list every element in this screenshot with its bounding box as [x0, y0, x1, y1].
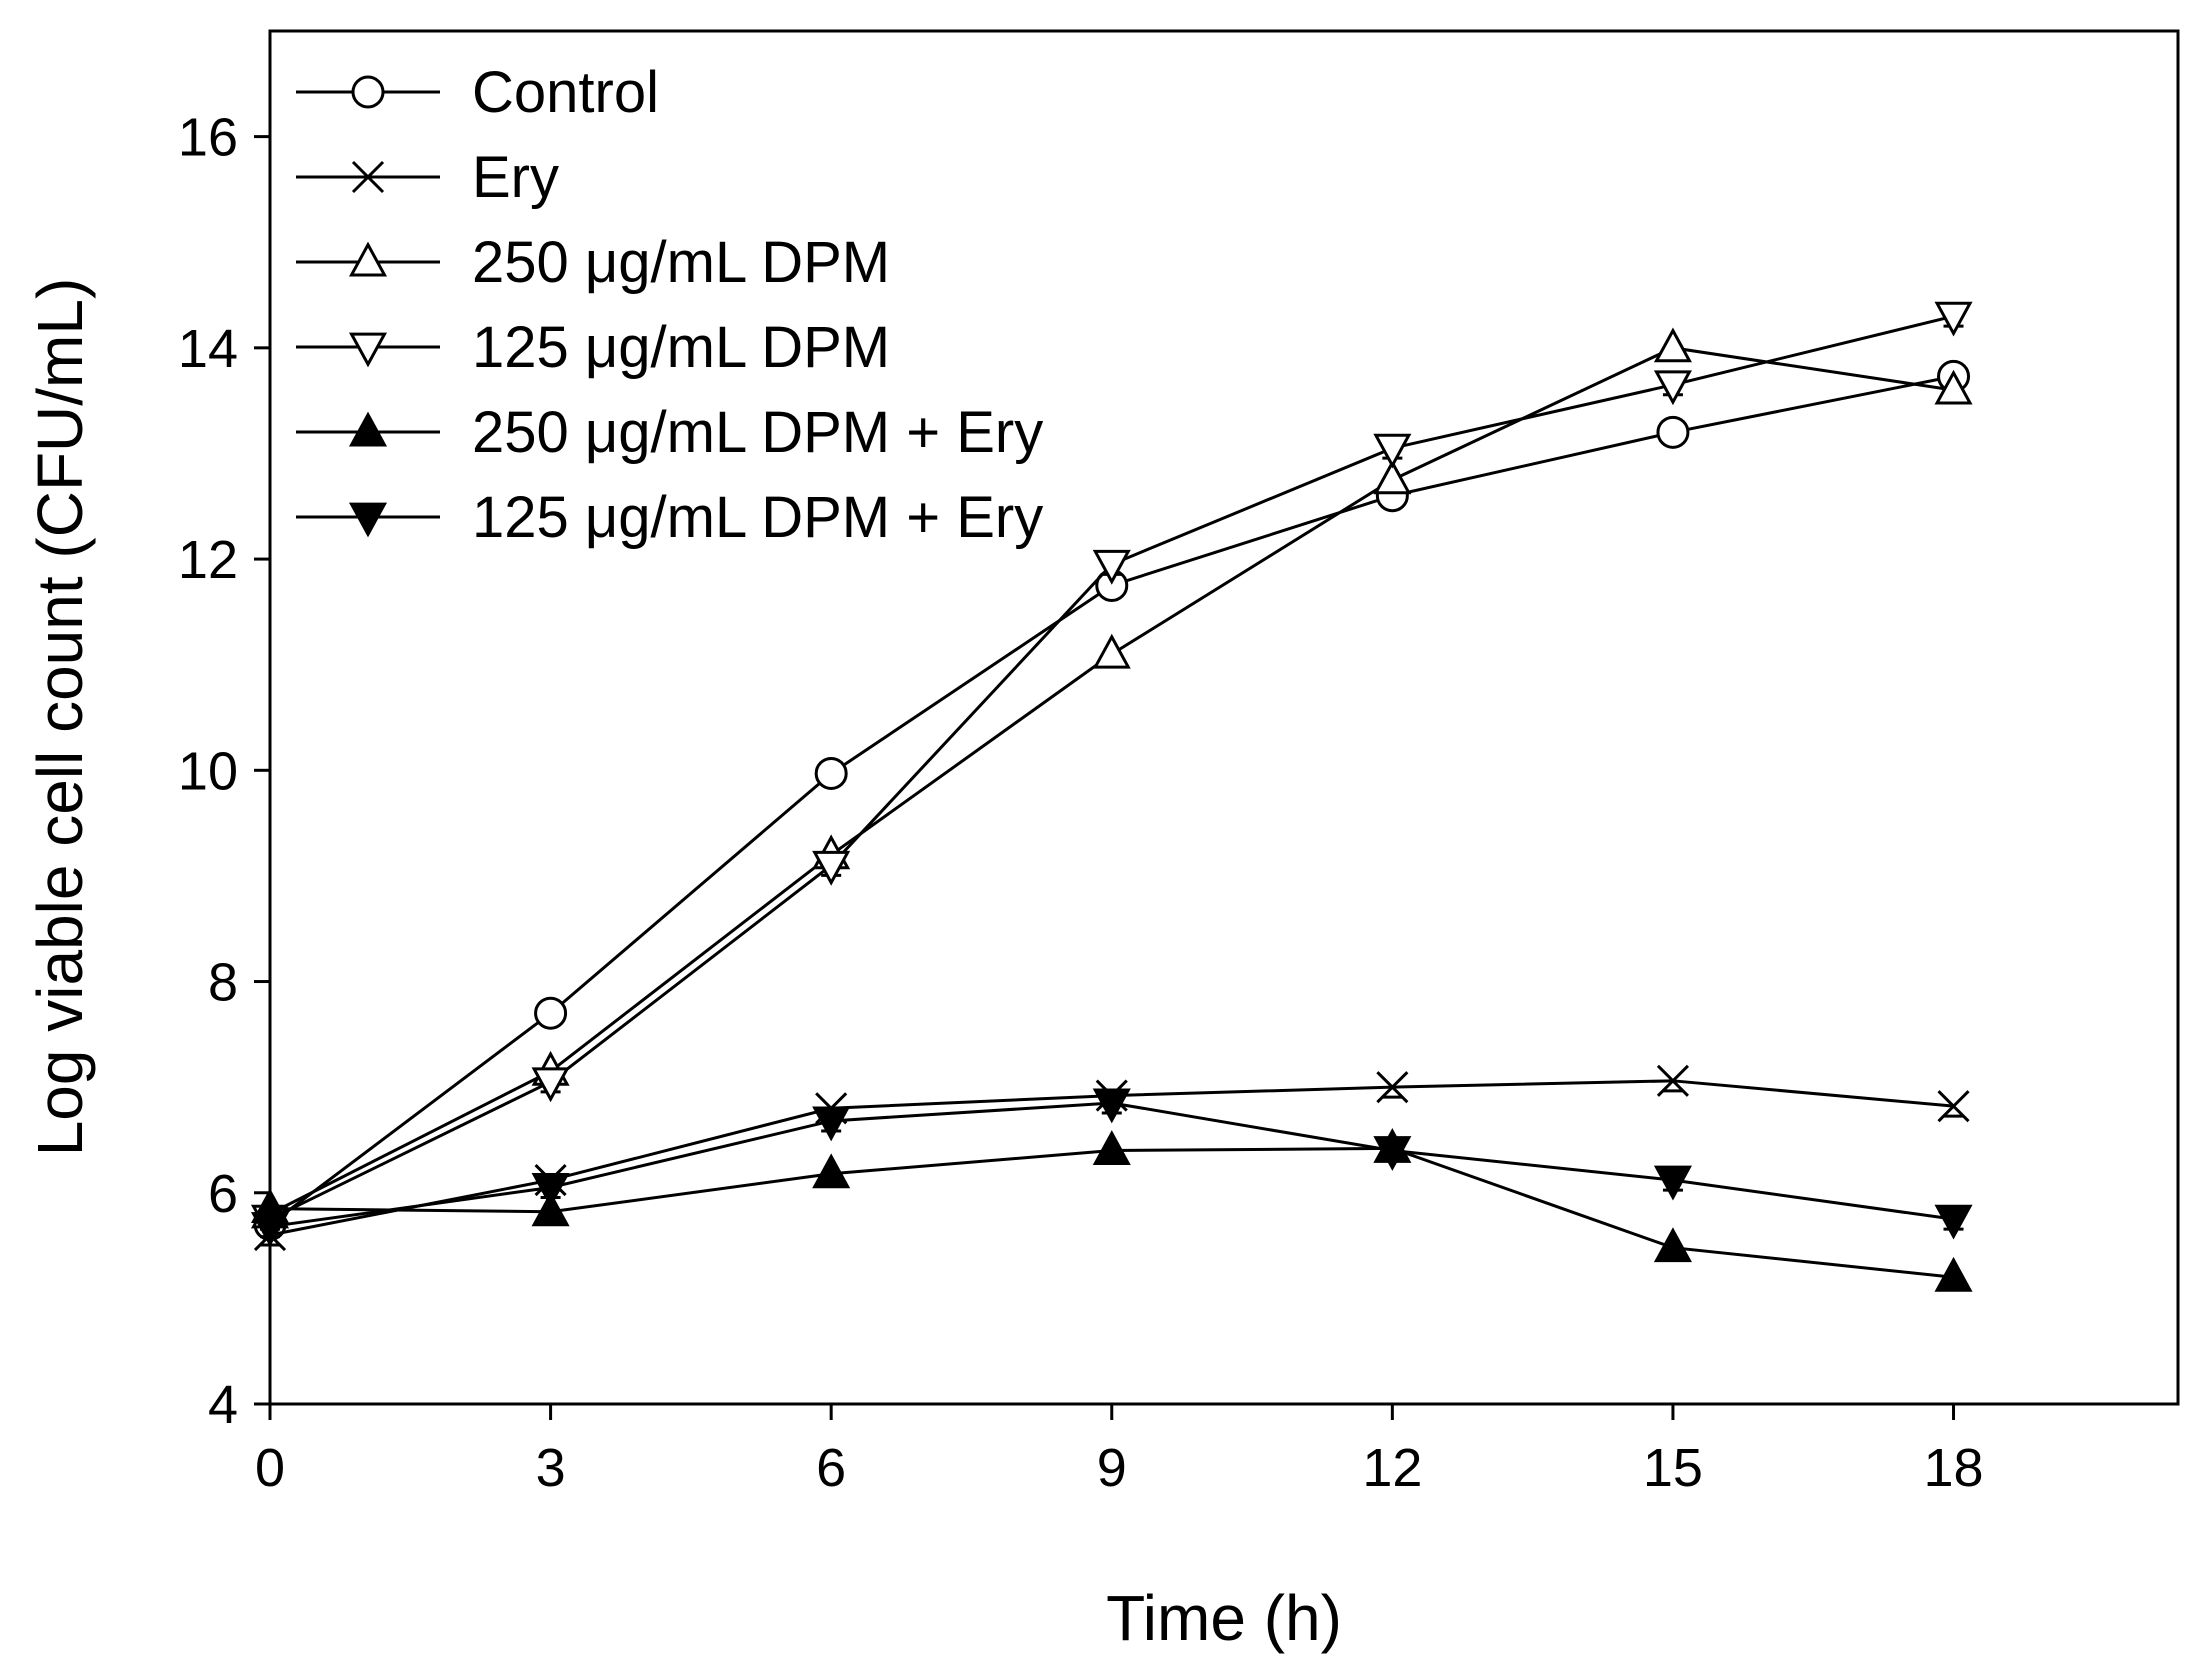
point-4-5: [1653, 1227, 1692, 1263]
legend-label-0: Control: [472, 60, 659, 125]
point-2-6: [1934, 369, 1973, 405]
point-2-5: [1653, 327, 1692, 363]
legend-marker-1: [351, 160, 385, 194]
legend-marker-2: [348, 241, 388, 277]
point-1-4: [1376, 1071, 1409, 1104]
y-tick-label-3: 10: [178, 741, 238, 801]
series-4: [250, 1128, 1973, 1292]
plot-frame: [268, 29, 2180, 1406]
point-5-4: [1373, 1136, 1412, 1171]
legend-marker-5: [348, 502, 388, 538]
y-tick-label-1: 6: [208, 1164, 238, 1224]
point-5-2: [812, 1106, 851, 1142]
x-axis-title: Time (h): [1106, 1582, 1342, 1654]
legend-marker-4: [348, 411, 388, 447]
point-5-5: [1653, 1165, 1692, 1201]
axis-ticks: 0 3 6 9 12 15 18 4 6 8 10 12 14 16: [178, 108, 1984, 1498]
legend-entry-4: 250 μg/mL DPM + Ery: [296, 400, 1043, 465]
y-tick-label-4: 12: [178, 530, 238, 590]
series-5: [250, 1088, 1973, 1247]
point-5-0: [250, 1212, 290, 1247]
x-tick-label-1: 3: [536, 1438, 566, 1498]
y-tick-label-0: 4: [208, 1375, 238, 1435]
legend-label-5: 125 μg/mL DPM + Ery: [472, 485, 1043, 550]
point-1-6: [1937, 1090, 1970, 1123]
point-5-6: [1934, 1204, 1973, 1240]
series-layer: [250, 301, 1973, 1292]
x-tick-label-5: 15: [1643, 1438, 1703, 1498]
point-3-3: [1092, 549, 1131, 585]
legend-label-2: 250 μg/mL DPM: [472, 230, 890, 295]
legend-entry-1: Ery: [296, 145, 559, 210]
point-0-5: [1656, 415, 1690, 449]
point-4-1: [531, 1191, 570, 1227]
point-0-2: [814, 756, 848, 790]
x-tick-label-4: 12: [1362, 1438, 1422, 1498]
x-tick-label-3: 9: [1097, 1438, 1127, 1498]
point-3-5: [1653, 370, 1692, 406]
point-1-5: [1656, 1064, 1690, 1097]
legend-label-4: 250 μg/mL DPM + Ery: [472, 400, 1043, 465]
legend: Control Ery 250 μg/mL DPM 125 μg/mL DPM 250 …: [296, 60, 1043, 550]
legend-label-1: Ery: [472, 145, 559, 210]
legend-label-3: 125 μg/mL DPM: [472, 315, 890, 380]
legend-entry-2: 250 μg/mL DPM: [296, 230, 890, 295]
point-3-2: [812, 850, 851, 886]
series-3: [250, 301, 1973, 1240]
x-tick-label-6: 18: [1923, 1438, 1983, 1498]
legend-marker-3: [348, 332, 388, 368]
y-tick-label-6: 16: [178, 108, 238, 168]
point-3-4: [1373, 433, 1412, 469]
y-tick-label-5: 14: [178, 319, 238, 379]
x-tick-label-2: 6: [816, 1438, 846, 1498]
legend-marker-0: [351, 75, 385, 109]
point-2-3: [1092, 633, 1131, 669]
legend-entry-0: Control: [296, 60, 659, 125]
point-4-6: [1934, 1256, 1973, 1292]
point-2-4: [1373, 459, 1412, 495]
point-4-2: [812, 1153, 851, 1189]
series-line-4: [269, 1146, 1954, 1279]
point-5-3: [1092, 1088, 1131, 1124]
point-3-1: [531, 1067, 570, 1103]
point-3-6: [1934, 301, 1973, 337]
y-axis-title: Log viable cell count (CFU/mL): [24, 278, 96, 1157]
legend-entry-5: 125 μg/mL DPM + Ery: [296, 485, 1043, 550]
x-tick-label-0: 0: [255, 1438, 285, 1498]
point-4-3: [1092, 1130, 1131, 1165]
point-5-1: [531, 1173, 570, 1208]
legend-entry-3: 125 μg/mL DPM: [296, 315, 890, 380]
y-tick-label-2: 8: [208, 953, 238, 1013]
point-0-1: [534, 996, 568, 1030]
